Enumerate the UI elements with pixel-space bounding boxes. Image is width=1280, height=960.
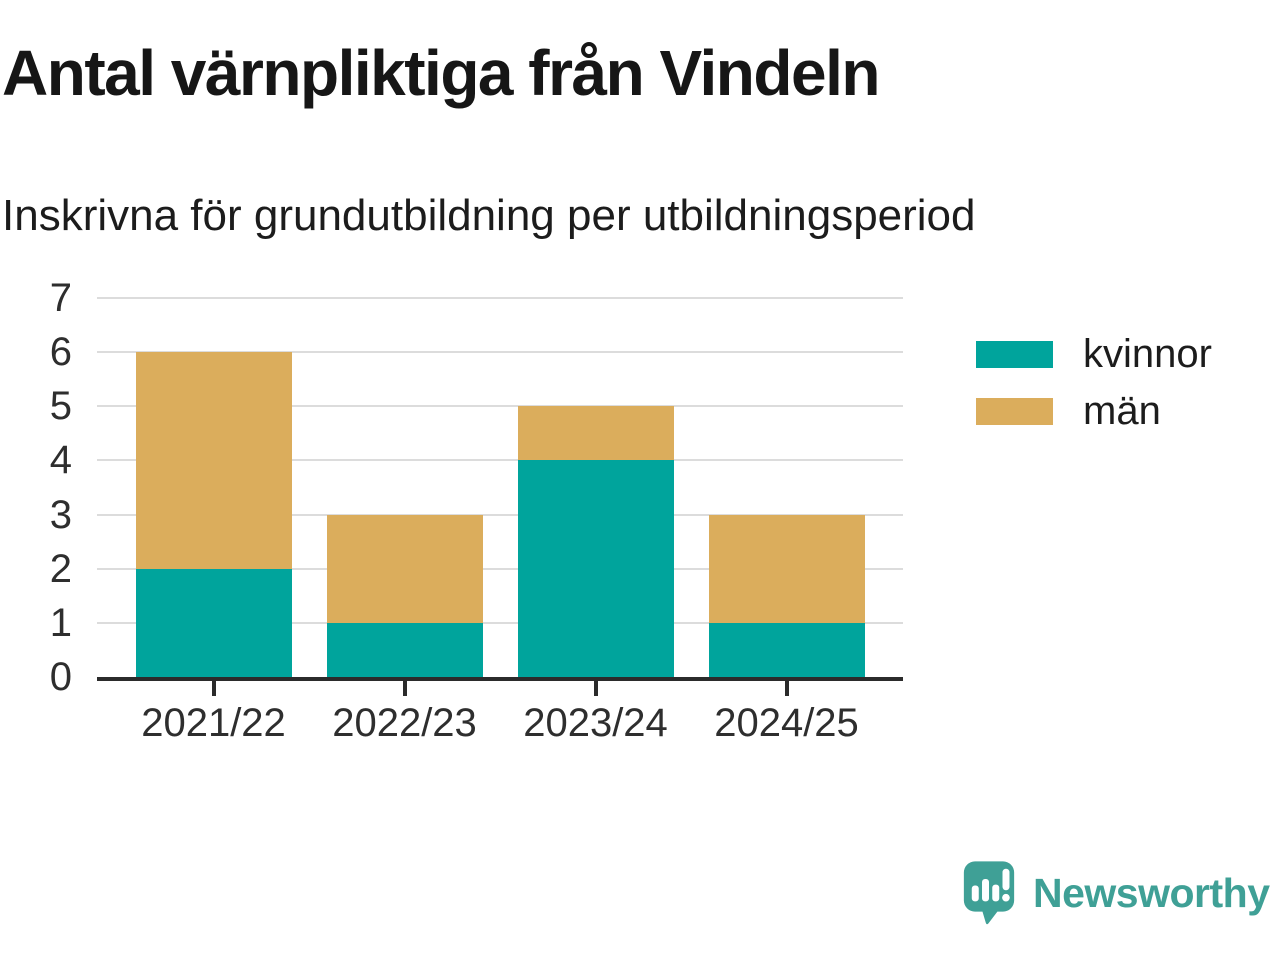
bar-2021/22 [135,352,292,677]
legend-item-kvinnor: kvinnor [976,332,1212,376]
y-axis: 0 1 2 3 4 5 6 7 [0,276,72,699]
legend-swatch-män [976,398,1053,425]
gridline [97,459,903,462]
bar-segment-män [708,514,865,623]
plot-area: 2021/22 2022/23 2023/24 2024/25 [97,297,903,745]
legend-item-män: män [976,389,1212,433]
bar-segment-män [135,352,292,569]
y-axis-tick-label: 7 [49,276,72,320]
bar-segment-män [326,514,483,623]
x-axis-tick-label: 2022/23 [332,701,477,745]
bar-segment-kvinnor [326,622,483,677]
bar-segment-män [517,406,674,461]
newsworthy-logo: Newsworthy [962,858,1270,928]
legend-swatch-kvinnor [976,341,1053,368]
chart-title: Antal värnpliktiga från Vindeln [2,37,880,109]
y-axis-tick-label: 3 [49,492,72,537]
newsworthy-wordmark: Newsworthy [1033,869,1270,916]
y-axis-tick-label: 6 [49,330,72,375]
y-axis-tick-label: 4 [49,438,72,483]
chart-subtitle: Inskrivna för grundutbildning per utbild… [2,191,976,240]
legend-label: kvinnor [1083,332,1212,376]
x-axis-tick [784,681,789,696]
bar-segment-kvinnor [135,568,292,677]
x-axis-tick-label: 2024/25 [714,701,859,745]
x-axis-tick-label: 2023/24 [523,701,668,745]
legend-label: män [1083,389,1161,433]
gridline [97,513,903,516]
y-axis-tick-label: 5 [49,384,72,429]
bar-2023/24 [517,406,674,677]
y-axis-tick-label: 2 [49,546,72,591]
bar-2022/23 [326,514,483,677]
x-axis-tick-label: 2021/22 [141,701,286,745]
legend: kvinnor män [976,332,1212,455]
gridline [97,621,903,624]
bar-2024/25 [708,514,865,677]
gridline [97,567,903,570]
gridline [97,351,903,354]
x-axis-tick [593,681,598,696]
y-axis-tick-label: 1 [49,600,72,645]
y-axis-tick-label: 0 [49,655,72,699]
gridline [97,297,903,299]
x-axis-tick [211,681,216,696]
gridline [97,405,903,408]
newsworthy-speech-bubble-chart-icon [963,861,1015,925]
bar-segment-kvinnor [517,460,674,677]
x-axis-tick [402,681,407,696]
bar-segment-kvinnor [708,622,865,677]
